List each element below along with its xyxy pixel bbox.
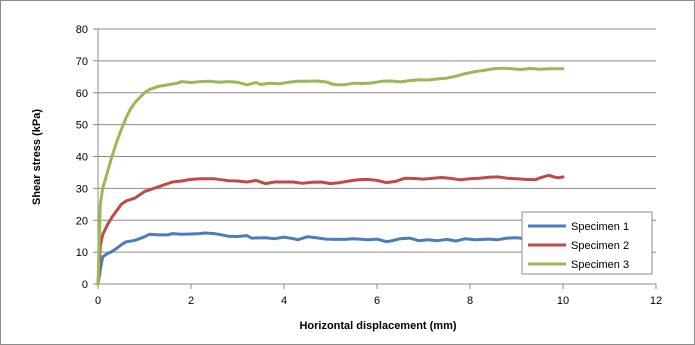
- series-line-specimen-1: [96, 231, 565, 286]
- x-tick-label: 4: [281, 295, 287, 307]
- legend-label-specimen-3: Specimen 3: [571, 259, 629, 271]
- y-tick-label: 0: [82, 279, 88, 291]
- legend-label-specimen-2: Specimen 2: [571, 240, 629, 252]
- y-tick-label: 30: [76, 183, 88, 195]
- legend-label-specimen-1: Specimen 1: [571, 221, 629, 233]
- y-axis-title: Shear stress (kPa): [31, 109, 43, 205]
- x-tick-label: 0: [95, 295, 101, 307]
- x-tick-label: 6: [374, 295, 380, 307]
- x-tick-label: 2: [188, 295, 194, 307]
- series-lines: [96, 66, 565, 286]
- y-tick-label: 70: [76, 56, 88, 68]
- legend: Specimen 1 Specimen 2 Specimen 3: [521, 211, 653, 275]
- x-axis-title: Horizontal displacement (mm): [299, 320, 456, 332]
- x-tick-label: 10: [557, 295, 569, 307]
- y-tick-label: 10: [76, 247, 88, 259]
- series-line-specimen-3: [96, 66, 565, 286]
- y-tick-label: 50: [76, 120, 88, 132]
- y-tick-label: 80: [76, 24, 88, 36]
- y-tick-label: 40: [76, 152, 88, 164]
- tick-labels: 0 10 20 30 40 50 60 70 80 0 2 4 6 8 10 12: [76, 24, 662, 307]
- gridlines: [98, 28, 656, 253]
- x-tick-label: 8: [467, 295, 473, 307]
- series-line-specimen-2: [96, 173, 565, 286]
- y-tick-label: 60: [76, 88, 88, 100]
- y-tick-label: 20: [76, 215, 88, 227]
- x-tick-label: 12: [650, 295, 662, 307]
